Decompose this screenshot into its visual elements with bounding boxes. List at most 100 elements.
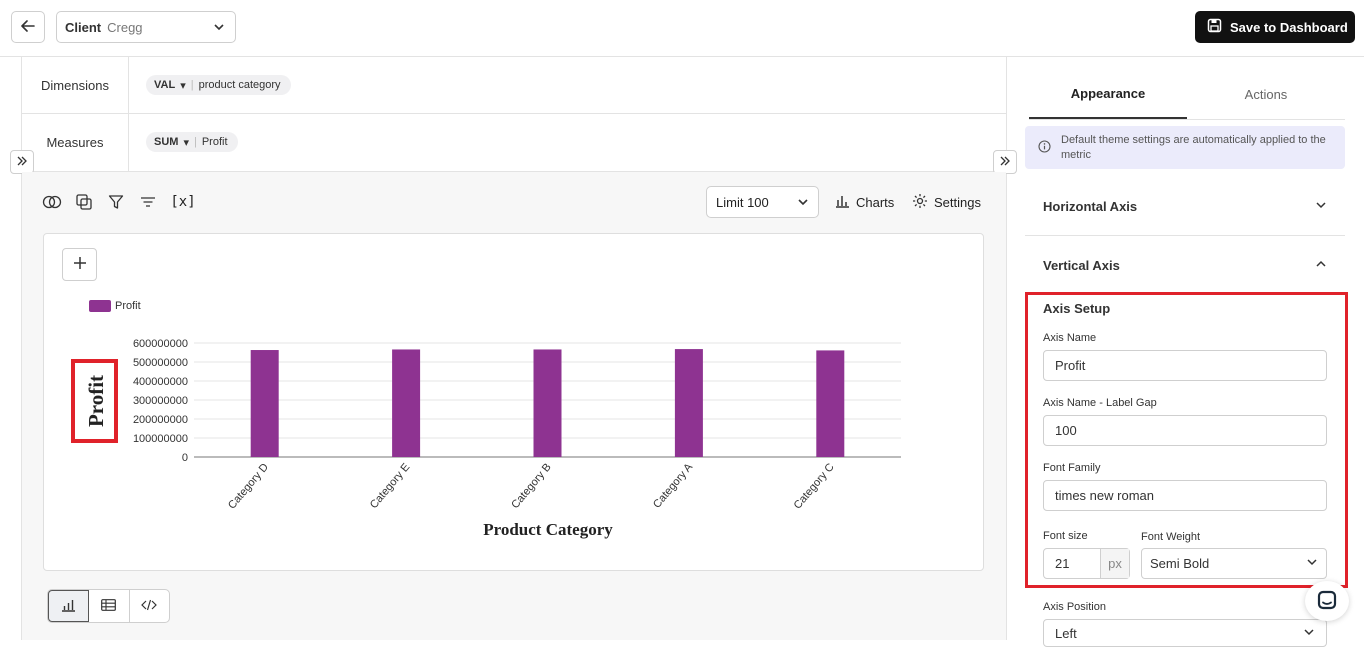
copy-icon[interactable] [74,192,94,212]
dimension-chip[interactable]: VAL ▾ | product category [146,75,291,95]
y-tick-label: 200000000 [133,414,188,426]
bar[interactable] [674,349,703,457]
font-size-label: Font size [1043,530,1088,542]
double-chevron-right-icon [999,155,1011,170]
bar-chart-icon [835,193,850,211]
client-label: Client [65,19,102,35]
measures-row: Measures SUM ▾ | Profit [22,114,1006,172]
chat-icon [1317,590,1337,613]
table-view-tab[interactable] [89,590,130,622]
chevron-down-icon [1303,626,1315,641]
tab-actions[interactable]: Actions [1244,87,1288,102]
horizontal-axis-title: Horizontal Axis [1043,198,1138,214]
font-size-unit: px [1100,549,1129,578]
chevron-down-icon [1306,556,1318,571]
x-tick-label: Category B [509,461,554,511]
y-tick-label: 600000000 [133,338,188,350]
client-value: Cregg [107,19,143,35]
save-to-dashboard-button[interactable]: Save to Dashboard [1195,11,1355,43]
y-tick-label: 100000000 [133,433,188,445]
vertical-axis-section[interactable]: Vertical Axis [1025,236,1345,295]
font-weight-value: Semi Bold [1150,556,1210,571]
chat-button[interactable] [1305,581,1349,621]
font-size-value: 21 [1055,556,1070,571]
y-tick-label: 400000000 [133,376,188,388]
font-size-input[interactable]: 21 px [1043,548,1130,579]
expand-left-button[interactable] [10,150,34,174]
y-tick-label: 500000000 [133,357,188,369]
view-toggle [47,589,170,623]
sort-icon[interactable] [138,192,158,212]
x-tick-label: Category E [368,461,413,511]
chevron-down-icon [213,21,225,36]
label-gap-label: Axis Name - Label Gap [1043,397,1157,409]
x-tick-label: Category C [792,461,837,511]
measure-field: Profit [201,136,228,148]
double-chevron-right-icon [16,155,28,170]
chevron-up-icon [1315,258,1327,273]
filter-icon[interactable] [106,192,126,212]
chevron-down-icon [1315,199,1327,214]
axis-position-select[interactable]: Left [1043,619,1327,647]
chip-separator: | [193,136,197,148]
x-axis-title: Product Category [483,520,613,539]
plus-icon [73,256,87,273]
save-label: Save to Dashboard [1230,19,1348,35]
measure-agg: SUM [154,136,179,148]
info-icon [1038,140,1051,158]
chart-view-tab[interactable] [48,590,90,622]
settings-label: Settings [934,195,981,210]
chevron-down-icon [797,196,809,211]
join-icon[interactable] [42,192,62,212]
arrow-left-icon [21,19,35,36]
variables-icon[interactable]: [x] [170,194,196,210]
dimensions-row: Dimensions VAL ▾ | product category [22,57,1006,114]
axis-name-label: Axis Name [1043,332,1097,344]
bar-chart-icon [61,598,76,615]
bar-chart: 600000000 500000000 400000000 300000000 2000… [84,300,901,539]
dimension-agg: VAL [154,79,176,91]
code-view-tab[interactable] [130,590,169,622]
font-family-label: Font Family [1043,462,1101,474]
label-gap-input[interactable]: 100 [1043,415,1327,446]
add-button[interactable] [62,248,97,281]
client-select[interactable]: Client Cregg [56,11,236,43]
y-tick-label: 0 [182,452,188,464]
code-icon [141,599,158,614]
charts-label: Charts [856,194,895,210]
panel-tabs: Appearance Actions [1029,70,1345,120]
axis-position-value: Left [1055,625,1077,641]
caret-down-icon[interactable]: ▾ [183,136,189,149]
bar[interactable] [533,349,562,457]
bar[interactable] [250,350,279,457]
measures-label: Measures [22,114,129,171]
divider [1006,57,1007,640]
legend-label[interactable]: Profit [115,300,141,312]
measure-chip[interactable]: SUM ▾ | Profit [146,132,238,152]
settings-button[interactable]: Settings [912,193,981,212]
collapse-right-panel-button[interactable] [993,150,1017,174]
horizontal-axis-section[interactable]: Horizontal Axis [1025,177,1345,236]
font-family-input[interactable]: times new roman [1043,480,1327,511]
axis-name-input[interactable]: Profit [1043,350,1327,381]
y-tick-label: 300000000 [133,395,188,407]
dimensions-label: Dimensions [22,57,129,113]
axis-setup-title: Axis Setup [1043,301,1111,316]
bar[interactable] [816,350,845,457]
x-tick-label: Category A [651,461,696,511]
bar[interactable] [392,349,421,457]
caret-down-icon[interactable]: ▾ [180,79,186,92]
x-tick-label: Category D [226,461,271,511]
info-banner: Default theme settings are automatically… [1025,126,1345,169]
vertical-axis-title: Vertical Axis [1043,258,1120,273]
font-weight-select[interactable]: Semi Bold [1141,548,1327,579]
dimension-field: product category [198,79,281,91]
limit-select[interactable]: Limit 100 [706,186,819,218]
highlight-box [71,359,118,443]
info-text: Default theme settings are automatically… [1061,134,1326,161]
query-toolbar: [x] [42,192,196,212]
charts-button[interactable]: Charts [835,193,894,211]
tab-appearance[interactable]: Appearance [1029,70,1187,119]
chip-separator: | [190,79,194,91]
back-button[interactable] [11,11,45,43]
